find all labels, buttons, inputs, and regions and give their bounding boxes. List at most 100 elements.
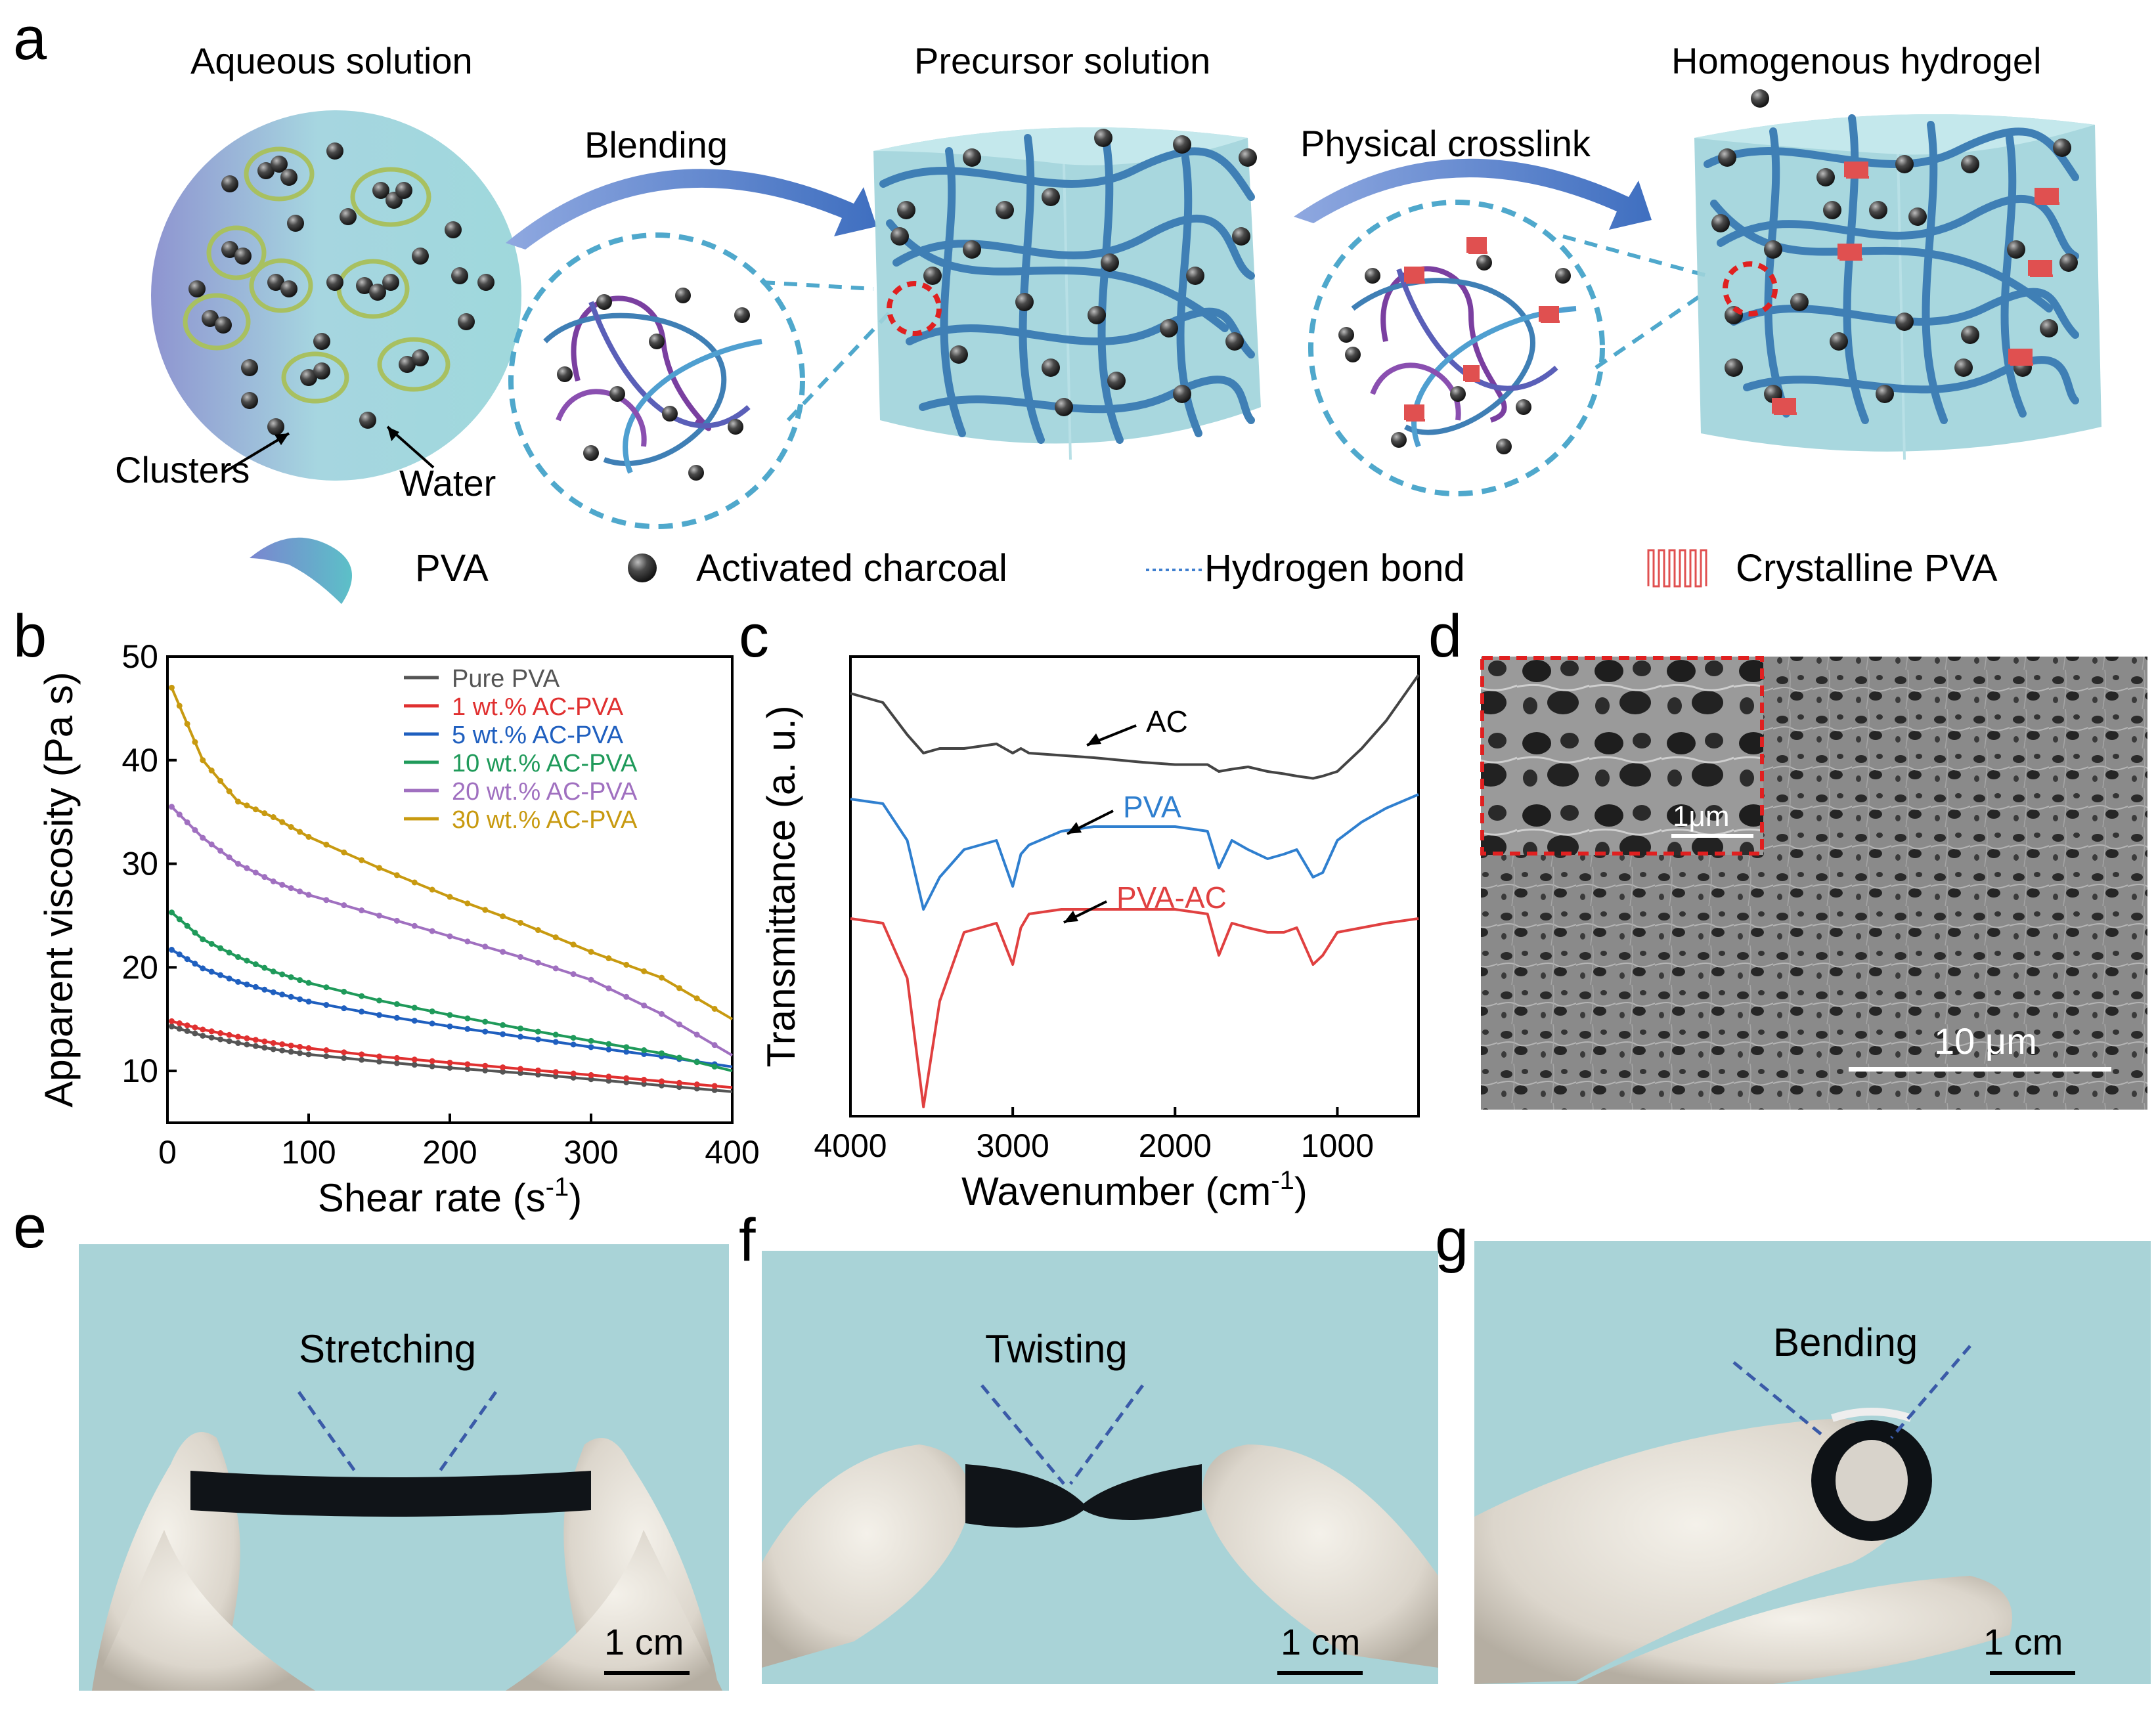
- series-point: [323, 1053, 330, 1060]
- series-point: [588, 1044, 594, 1051]
- series-point: [244, 1041, 250, 1048]
- series-point: [411, 1056, 418, 1063]
- charcoal-particle: [241, 359, 258, 376]
- caption-stretching: Stretching: [299, 1327, 476, 1371]
- charcoal-particle: [1365, 268, 1380, 284]
- series-point: [176, 1020, 183, 1027]
- series-point: [192, 961, 198, 967]
- series-point: [605, 985, 612, 991]
- charcoal-particle: [1816, 168, 1835, 186]
- series-point: [217, 848, 224, 854]
- series-point: [447, 1059, 453, 1066]
- series-point: [429, 1063, 435, 1070]
- charcoal-particle: [271, 156, 288, 173]
- legend-label-crystalline: Crystalline PVA: [1736, 547, 1998, 590]
- caption-bending: Bending: [1773, 1320, 1918, 1364]
- charcoal-particle: [1725, 358, 1743, 377]
- series-point: [297, 1050, 303, 1056]
- series-point: [176, 703, 183, 709]
- series-point: [641, 1002, 648, 1008]
- charcoal-particle: [313, 362, 330, 379]
- charcoal-particle: [356, 277, 373, 294]
- series-point: [359, 1056, 365, 1063]
- series-point: [482, 907, 489, 913]
- series-point: [252, 1037, 259, 1043]
- charcoal-particle: [1186, 267, 1204, 285]
- series-point: [552, 1073, 559, 1079]
- series-point: [305, 892, 312, 898]
- series-point: [176, 1026, 183, 1032]
- series-point: [393, 1060, 400, 1066]
- charcoal-particle: [675, 288, 691, 303]
- x-tick-label: 2000: [1139, 1127, 1212, 1164]
- series-point: [659, 1078, 665, 1085]
- panel-e: e Stretching 1 cm: [13, 1194, 729, 1691]
- charcoal-sphere-icon: [628, 553, 657, 582]
- series-point: [359, 993, 365, 999]
- series-point: [288, 974, 294, 980]
- series-point: [288, 885, 294, 892]
- crystalline-pva-mark: [2008, 349, 2033, 366]
- charcoal-particle: [734, 307, 750, 323]
- series-point: [623, 1075, 630, 1081]
- series-point: [605, 1077, 612, 1084]
- x-tick-label: 0: [158, 1134, 177, 1171]
- charcoal-particle: [1450, 386, 1466, 402]
- charcoal-particle: [1790, 293, 1809, 311]
- y-tick-label: 40: [121, 742, 158, 779]
- charcoal-particle: [1869, 201, 1887, 219]
- panel-letter-a: a: [13, 5, 47, 72]
- series-point: [200, 936, 206, 943]
- series-point: [623, 961, 630, 968]
- series-point: [641, 1047, 648, 1054]
- panel-letter-g: g: [1435, 1207, 1468, 1274]
- charcoal-particle: [451, 267, 468, 284]
- series-point: [447, 933, 453, 940]
- series-point: [393, 917, 400, 924]
- x-tick-label: 400: [705, 1134, 759, 1171]
- series-point: [235, 978, 241, 985]
- series-point: [517, 1033, 523, 1040]
- panel-letter-b: b: [13, 603, 47, 670]
- x-tick-label: 100: [281, 1134, 336, 1171]
- charcoal-particle: [372, 182, 389, 199]
- series-point: [323, 984, 330, 991]
- series-point: [605, 1041, 612, 1047]
- charcoal-particle: [1088, 306, 1106, 324]
- series-point: [552, 965, 559, 972]
- charcoal-particle: [445, 221, 462, 238]
- series-point: [676, 985, 682, 991]
- series-point: [376, 865, 382, 871]
- series-point: [270, 989, 276, 995]
- gel-strip-twisted: [965, 1464, 1202, 1528]
- series-point: [676, 1084, 682, 1091]
- scale-bar-f: [1277, 1671, 1363, 1675]
- viscosity-chart: 0 100 200 300 400 10 20 30 40 50 Shear rate (s-1) A…: [37, 638, 760, 1220]
- series-point: [279, 971, 286, 978]
- series-point: [244, 802, 250, 809]
- panel-a: a Aqueous solution Precursor solution Ho…: [13, 5, 2101, 604]
- series-point: [570, 1035, 577, 1041]
- charcoal-particle: [1239, 148, 1257, 167]
- y-axis-label: Apparent viscosity (Pa s): [37, 672, 81, 1108]
- charcoal-particle: [963, 148, 981, 167]
- series-point: [270, 968, 276, 975]
- series-point: [393, 872, 400, 878]
- series-point: [588, 976, 594, 983]
- series-point: [279, 1041, 286, 1047]
- series-point: [305, 1051, 312, 1058]
- x-axis-label: Shear rate (s-1): [318, 1173, 582, 1220]
- series-point: [235, 861, 241, 867]
- series-point: [261, 1045, 268, 1051]
- series-point: [288, 993, 294, 1000]
- series-point: [376, 997, 382, 1004]
- callout-water: Water: [399, 462, 496, 504]
- charcoal-particle: [395, 182, 412, 199]
- zoom-circle-precursor: [508, 232, 895, 529]
- series-annotation: AC: [1146, 705, 1188, 739]
- series-point: [482, 1028, 489, 1035]
- arrow-label-crosslink: Physical crosslink: [1300, 123, 1591, 164]
- charcoal-particle: [412, 349, 429, 366]
- series-point: [500, 1064, 506, 1071]
- zigzag-crystal-icon: [1647, 549, 1707, 588]
